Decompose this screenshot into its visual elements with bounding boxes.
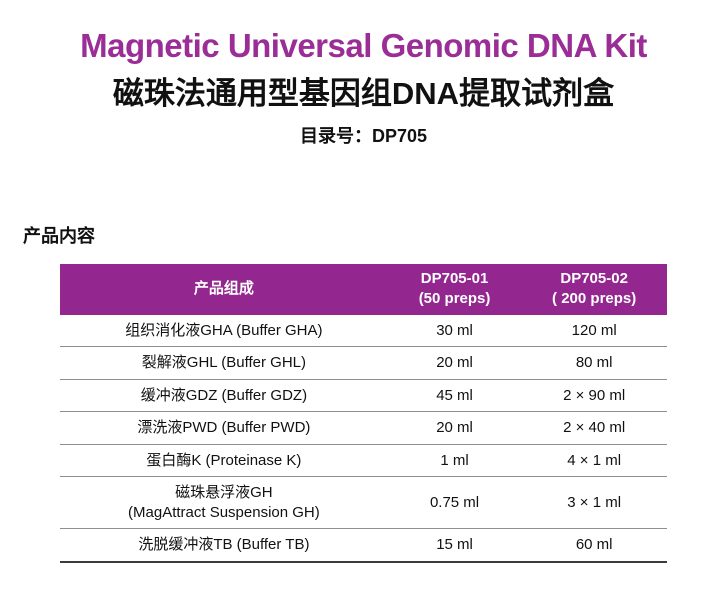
quantity-dp705-02: 60 ml [521,528,667,563]
product-name: 裂解液GHL (Buffer GHL) [60,346,388,380]
column-header-dp705-01: DP705-01 (50 preps) [387,264,522,315]
quantity-dp705-02: 80 ml [521,346,667,380]
catalog-number: DP705 [371,126,428,146]
table-row: 组织消化液GHA (Buffer GHA) 30 ml 120 ml [60,314,667,347]
product-name: 磁珠悬浮液GH (MagAttract Suspension GH) [60,476,388,529]
quantity-dp705-02: 120 ml [521,314,667,347]
page-title: Magnetic Universal Genomic DNA Kit [80,27,647,64]
column-header-label: DP705-01 [420,270,489,287]
quantity-dp705-01: 20 ml [387,411,522,445]
column-header-label: DP705-02 [560,270,628,287]
quantity-dp705-01: 0.75 ml [387,476,522,529]
catalog-line: 目录号：DP705 [0,122,727,148]
product-name: 组织消化液GHA (Buffer GHA) [60,314,388,347]
table-row: 蛋白酶K (Proteinase K) 1 ml 4 × 1 ml [60,444,667,477]
table-row: 磁珠悬浮液GH (MagAttract Suspension GH) 0.75 ml… [60,476,667,529]
column-header-sublabel: ( 200 preps) [552,290,637,308]
page-title-chinese: 磁珠法通用型基因组DNA提取试剂盒 [112,76,615,111]
table-header-row: 产品组成 DP705-01 (50 preps) DP705-02 ( 200 … [60,264,667,315]
column-header-product-composition: 产品组成 [60,264,388,315]
document-page: Magnetic Universal Genomic DNA Kit 磁珠法通用… [0,27,727,609]
quantity-dp705-01: 20 ml [387,346,522,380]
column-header-sublabel: (50 preps) [418,290,491,308]
table-row: 漂洗液PWD (Buffer PWD) 20 ml 2 × 40 ml [60,411,667,445]
table-row: 洗脱缓冲液TB (Buffer TB) 15 ml 60 ml [60,528,667,563]
quantity-dp705-01: 45 ml [387,379,522,412]
quantity-dp705-02: 4 × 1 ml [521,444,667,477]
product-name: 蛋白酶K (Proteinase K) [60,444,388,477]
quantity-dp705-01: 1 ml [387,444,522,477]
quantity-dp705-01: 15 ml [387,528,522,563]
product-name: 缓冲液GDZ (Buffer GDZ) [60,379,388,412]
table-row: 缓冲液GDZ (Buffer GDZ) 45 ml 2 × 90 ml [60,379,667,412]
column-header-dp705-02: DP705-02 ( 200 preps) [521,264,667,315]
quantity-dp705-02: 3 × 1 ml [521,476,667,529]
quantity-dp705-02: 2 × 90 ml [521,379,667,412]
product-name: 漂洗液PWD (Buffer PWD) [60,411,388,445]
section-heading-product-contents: 产品内容 [23,226,95,246]
column-header-label: 产品组成 [193,280,254,298]
quantity-dp705-01: 30 ml [387,314,522,347]
catalog-label: 目录号： [299,126,372,146]
product-table: 产品组成 DP705-01 (50 preps) DP705-02 ( 200 … [60,264,667,563]
product-name: 洗脱缓冲液TB (Buffer TB) [60,528,388,563]
table-body: 组织消化液GHA (Buffer GHA) 30 ml 120 ml 裂解液GHL (… [60,314,667,563]
table-row: 裂解液GHL (Buffer GHL) 20 ml 80 ml [60,346,667,380]
quantity-dp705-02: 2 × 40 ml [521,411,667,445]
